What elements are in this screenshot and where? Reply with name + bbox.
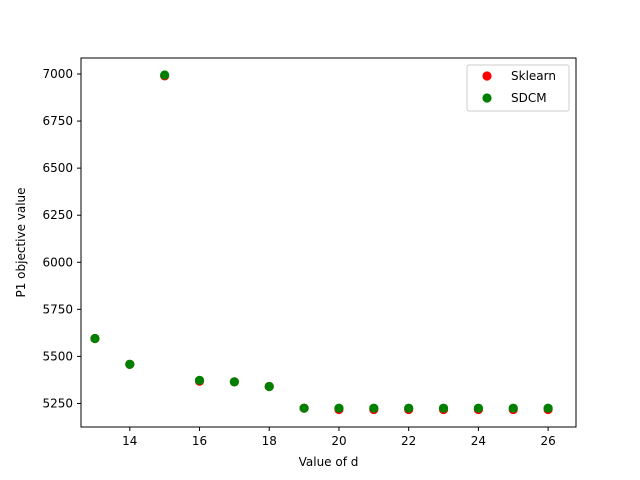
point-sdcm — [264, 381, 274, 392]
point-sdcm — [299, 403, 309, 413]
point-sdcm — [160, 70, 170, 80]
legend-marker-sdcm — [482, 93, 492, 103]
point-sdcm — [473, 403, 483, 413]
x-tick-label: 24 — [471, 434, 486, 448]
x-tick-label: 20 — [331, 434, 346, 448]
point-sdcm — [404, 403, 414, 413]
legend-label-sdcm: SDCM — [511, 91, 547, 105]
x-tick-label: 22 — [401, 434, 416, 448]
x-tick-label: 26 — [540, 434, 555, 448]
point-sdcm — [438, 403, 449, 413]
y-axis-label: P1 objective value — [14, 187, 28, 297]
point-sdcm — [369, 403, 379, 413]
point-sdcm — [90, 333, 100, 344]
y-tick-label: 6500 — [42, 161, 73, 175]
y-tick-label: 6750 — [42, 114, 73, 128]
point-sdcm — [508, 403, 518, 413]
legend: Sklearn SDCM — [466, 64, 570, 112]
point-sdcm — [194, 375, 205, 385]
point-sdcm — [543, 403, 553, 413]
y-tick-label: 5500 — [42, 349, 73, 363]
x-axis-ticks: 14 16 18 20 22 24 26 — [122, 427, 556, 448]
y-tick-label: 6000 — [42, 255, 73, 269]
legend-box — [466, 64, 570, 112]
y-tick-label: 5250 — [42, 396, 73, 410]
point-sdcm — [334, 403, 344, 413]
y-tick-label: 5750 — [42, 302, 73, 316]
plot-marks — [90, 70, 553, 415]
point-sdcm — [229, 377, 239, 387]
plot-frame — [80, 57, 577, 428]
x-axis-label: Value of d — [299, 455, 359, 469]
y-tick-label: 7000 — [42, 67, 73, 81]
x-tick-label: 18 — [262, 434, 277, 448]
y-axis-ticks: 5250 5500 5750 6000 6250 6500 6750 7000 — [42, 67, 81, 410]
point-sdcm — [125, 359, 135, 369]
x-tick-label: 16 — [192, 434, 207, 448]
legend-marker-sklearn — [482, 71, 492, 81]
x-tick-label: 14 — [122, 434, 137, 448]
y-tick-label: 6250 — [42, 208, 73, 222]
legend-label-sklearn: Sklearn — [511, 69, 556, 83]
